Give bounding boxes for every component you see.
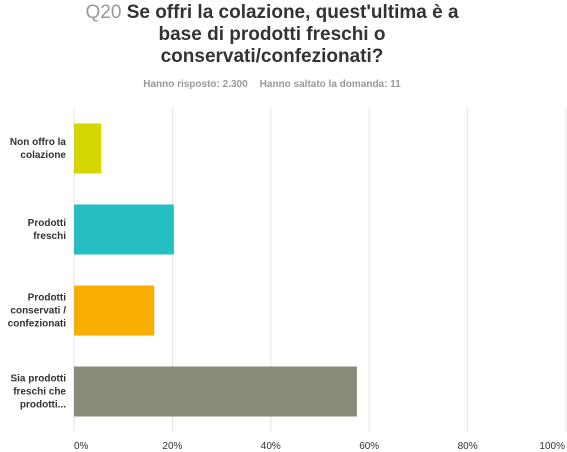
category-label: Prodotti conservati / confezionati <box>7 292 66 329</box>
title-block: Q20 Se offri la colazione, quest'ultima … <box>72 2 472 68</box>
x-tick-label: 20% <box>162 441 182 452</box>
subtitle: Hanno risposto: 2.300 Hanno saltato la do… <box>72 79 472 90</box>
question-number: Q20 <box>85 2 122 23</box>
x-tick-label: 40% <box>261 441 281 452</box>
bar <box>74 366 357 417</box>
answered: Hanno risposto: 2.300 <box>143 79 248 90</box>
x-tick-label: 0% <box>74 441 89 452</box>
category-label: Non offro la colazione <box>9 136 66 161</box>
x-tick-label: 80% <box>458 441 478 452</box>
x-tick-label: 60% <box>359 441 379 452</box>
chart-title: Se offri la colazione, quest'ultima è a … <box>126 2 459 67</box>
skipped: Hanno saltato la domanda: 11 <box>259 79 401 90</box>
x-tick-label: 100% <box>539 441 565 452</box>
bar <box>74 123 102 174</box>
category-label: Prodotti freschi <box>27 217 66 242</box>
bar <box>74 285 155 336</box>
bar <box>74 204 174 255</box>
category-label: Sia prodotti freschi che prodotti... <box>10 373 66 410</box>
